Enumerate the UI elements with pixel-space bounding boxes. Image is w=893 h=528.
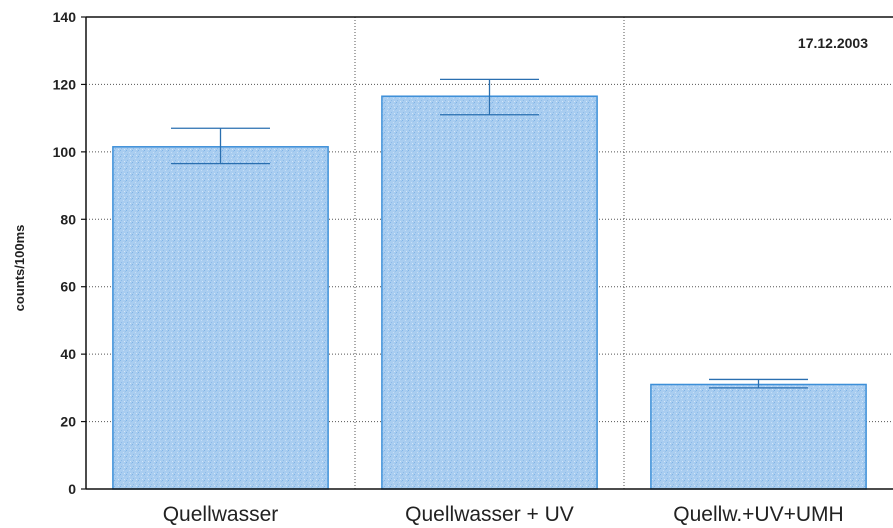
y-tick-labels: 0 20 40 60 80 100 120 140 [53, 9, 77, 497]
y-tick-label: 60 [60, 279, 76, 295]
y-tick-label: 100 [53, 144, 77, 160]
error-bar-3 [709, 378, 808, 389]
x-category-label: Quellwasser + UV [405, 503, 574, 526]
bar-3 [650, 383, 867, 490]
y-tick-label: 0 [68, 481, 76, 497]
y-tick-label: 120 [53, 76, 77, 92]
y-tick-label: 40 [60, 346, 76, 362]
error-bars [171, 78, 808, 389]
error-bar-2 [440, 78, 539, 116]
x-category-label: Quellw.+UV+UMH [673, 503, 843, 526]
y-tick-label: 80 [60, 211, 76, 227]
error-bar-1 [171, 127, 270, 165]
axes [81, 16, 893, 490]
bar-2 [381, 95, 598, 490]
bars [112, 95, 867, 490]
x-category-label: Quellwasser [163, 503, 279, 526]
y-axis-label: counts/100ms [12, 225, 27, 312]
date-annotation: 17.12.2003 [798, 35, 868, 51]
x-category-labels: Quellwasser Quellwasser + UV Quellw.+UV+UM… [163, 503, 844, 526]
bar-1 [112, 146, 329, 490]
y-tick-label: 140 [53, 9, 77, 25]
y-tick-label: 20 [60, 414, 76, 430]
